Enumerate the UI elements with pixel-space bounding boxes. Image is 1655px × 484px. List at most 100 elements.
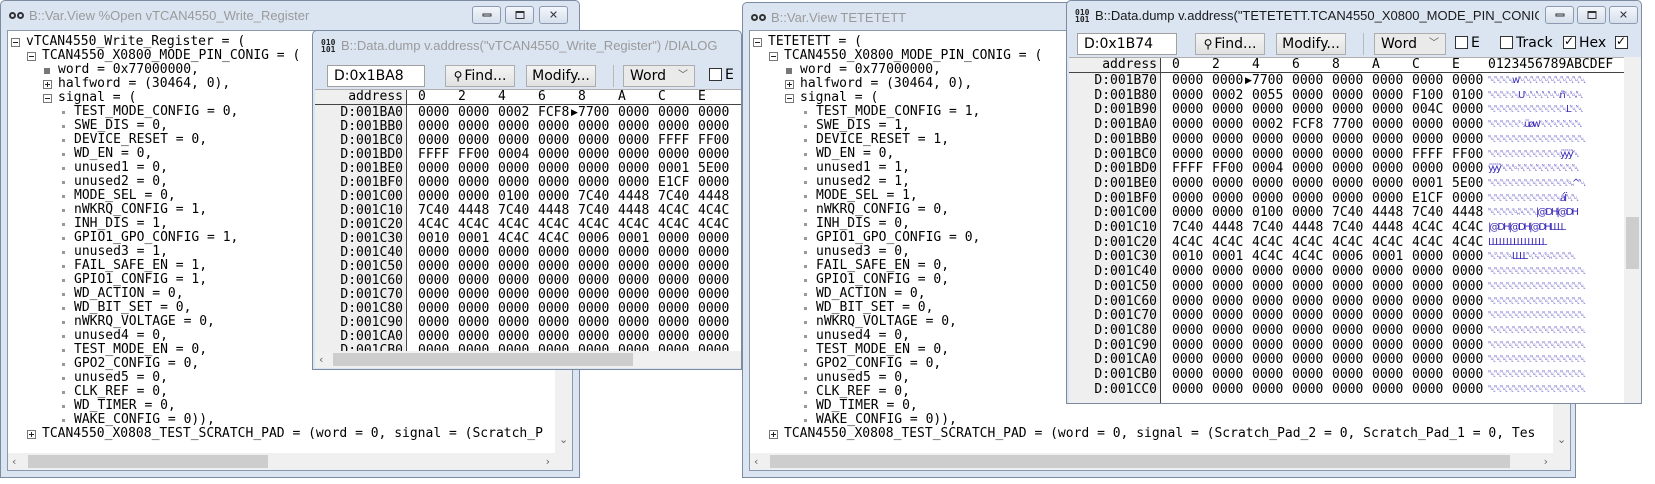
address-input[interactable]: D:0x1BA8 [327,65,425,87]
hex-word[interactable]: 0000 [458,161,490,176]
tree-line[interactable]: MODE_SEL = 1, [750,189,1553,203]
hex-word[interactable]: 4C4C [418,217,450,232]
hex-word[interactable]: 4C4C [498,217,530,232]
tree-line[interactable]: WAKE_CONFIG = 0)), [8,413,555,427]
hex-word[interactable]: 0004 [1252,161,1284,177]
dump-row[interactable]: D:001BF0 0000 0000 0000 0000 0000 0000 E1CF 0000 [315,176,741,190]
expand-icon[interactable] [43,80,52,89]
hex-word[interactable]: 0000 [1372,367,1404,382]
checkbox-box[interactable] [1563,34,1576,49]
hex-word[interactable]: 0004 [498,147,530,162]
hex-word[interactable]: 0000 [458,273,490,288]
hex-word[interactable]: FFFF [1412,146,1444,162]
dump-row[interactable]: D:001BD0 FFFF FF00 0004 0000 0000 0000 0000 0000 [315,148,741,162]
hex-word[interactable]: 0000 [1212,367,1244,382]
hex-word[interactable]: 0000 [1332,322,1364,338]
hex-word[interactable]: 0000 [538,147,570,162]
hex-word[interactable]: 4C4C [1252,234,1284,250]
hex-word[interactable]: 0000 [538,343,570,352]
tree-line[interactable]: TCAN4550_X0808_TEST_SCRATCH_PAD = (word … [750,427,1553,441]
ascii-cell[interactable]: ␀␀␀␀␀␀␀␀␀␀␀␀␀␁^␀ [1488,177,1586,189]
hex-word[interactable]: 0000 [578,273,610,288]
hex-word[interactable]: 0000 [1372,337,1404,353]
hex-word[interactable]: 0000 [1332,278,1364,294]
tree-line[interactable]: nWKRQ_CONFIG = 0, [750,203,1553,217]
hex-word[interactable]: 0000 [538,175,570,190]
hex-word[interactable]: 0000 [498,245,530,260]
hex-word[interactable]: 4C4C [538,217,570,232]
tree-line[interactable]: SWE_DIS = 0, [8,119,555,133]
hex-word[interactable]: F100 [1412,87,1444,103]
hex-word[interactable]: 0010 [1172,249,1204,265]
modify-button[interactable]: Modify... [526,65,596,87]
hex-word[interactable]: 0000 [1292,131,1324,147]
ascii-cell[interactable]: ␀␀␀␀␀␀␀␀␀␀␀␀␀␀␀␀ [1488,280,1586,292]
dump-row[interactable]: D:001B80 0000 0002 0055 0000 0000 0000 F100 0100… [1069,87,1625,103]
hex-word[interactable]: 0000 [1332,381,1364,397]
scroll-right-icon[interactable]: › [1543,455,1548,468]
hex-word[interactable]: 0000 [498,133,530,148]
hex-word[interactable]: 0000 [618,175,650,190]
checkbox-box[interactable] [1455,36,1468,49]
ascii-cell[interactable]: ␀␀␀␂␀U␀␀␀␀␀␀ñ␀␁␀ [1488,89,1583,101]
hex-word[interactable]: 4C4C [1252,249,1284,265]
dump-row[interactable]: D:001C10 7C40 4448 7C40 4448 7C40 4448 4C4C 4C4C… [1069,221,1625,235]
hex-word[interactable]: FF00 [698,133,730,148]
hex-word[interactable]: 0000 [418,161,450,176]
hex-word[interactable]: 0000 [1172,190,1204,206]
scroll-right-icon[interactable]: › [545,455,550,468]
hex-word[interactable]: 0001 [1212,249,1244,265]
scroll-left-icon[interactable]: ‹ [12,455,17,468]
checkbox-box[interactable] [709,68,722,81]
hex-word[interactable]: 0000 [1292,264,1324,280]
scroll-down-icon[interactable]: ⌄ [559,433,569,446]
tree-line[interactable]: unused1 = 1, [750,161,1553,175]
close-button[interactable]: ✕ [1609,6,1638,24]
tree-line[interactable]: nWKRQ_VOLTAGE = 0, [750,315,1553,329]
tree-line[interactable]: TETETETT = ( [750,35,1553,49]
hex-word[interactable]: 7C40 [1172,220,1204,235]
scroll-thumb[interactable] [28,455,268,468]
checkbox-e[interactable]: E [1455,36,1480,52]
hex-word[interactable]: 0100 [1252,205,1284,221]
tree-line[interactable]: nWKRQ_VOLTAGE = 0, [8,315,555,329]
dump-row[interactable]: D:001CA0 0000 0000 0000 0000 0000 0000 0000 0000 [315,330,741,344]
hex-word[interactable]: 0000 [618,343,650,352]
tree-line[interactable]: TCAN4550_X0808_TEST_SCRATCH_PAD = (word … [8,427,555,441]
hex-word[interactable]: 0000 [1412,117,1444,133]
dump-row[interactable]: D:001B90 0000 0000 0000 0000 0000 0000 004C 0000… [1069,103,1625,117]
tree-line[interactable]: WD_ACTION = 0, [8,287,555,301]
hex-word[interactable]: 0000 [1212,381,1244,397]
hex-word[interactable]: 0000 [1412,322,1444,338]
hex-word[interactable]: 4C4C [1412,220,1444,235]
hex-word[interactable]: 0000 [1292,322,1324,338]
tree-line[interactable]: WD_EN = 0, [750,147,1553,161]
hex-word[interactable]: 7C40 [1252,220,1284,235]
hex-word[interactable]: 0000 [498,175,530,190]
hex-word[interactable]: 0000 [1252,322,1284,338]
hex-word[interactable]: 0000 [1252,352,1284,368]
dump-row[interactable]: D:001C50 0000 0000 0000 0000 0000 0000 0000 0000… [1069,278,1625,294]
tree-line[interactable]: CLK_REF = 0, [750,385,1553,399]
tree-line[interactable]: TEST_MODE_EN = 0, [8,343,555,357]
hex-word[interactable]: 0000 [1372,131,1404,147]
horizontal-scrollbar[interactable]: ‹ [315,351,741,368]
hex-word[interactable]: 0000 [1332,102,1364,118]
dump-row[interactable]: D:001BC0 0000 0000 0000 0000 0000 0000 FFFF FF00 [315,134,741,148]
hex-word[interactable]: 0000 [618,119,650,134]
dump-row[interactable]: D:001C60 0000 0000 0000 0000 0000 0000 0000 0000… [1069,294,1625,309]
tree-line[interactable]: DEVICE_RESET = 0, [8,133,555,147]
tree-line[interactable]: MODE_SEL = 0, [8,189,555,203]
tree-line[interactable]: nWKRQ_CONFIG = 1, [8,203,555,217]
dump-row[interactable]: D:001C40 0000 0000 0000 0000 0000 0000 0000 0000… [1069,265,1625,279]
dump-row[interactable]: D:001BE0 0000 0000 0000 0000 0000 0000 0001 5E00 [315,162,741,176]
dump-row[interactable]: D:001C80 0000 0000 0000 0000 0000 0000 0000 0000… [1069,322,1625,338]
ascii-cell[interactable]: ␀␐␀␁LLLL␀␆␀␁␀␀␀␀ [1488,251,1576,263]
hex-word[interactable]: 0000 [658,343,690,352]
hex-word[interactable]: 0000 [458,105,490,120]
hex-word[interactable]: 0000 [1292,367,1324,382]
hex-word[interactable]: 0000 [1172,146,1204,162]
hex-word[interactable]: 0000 [1372,175,1404,191]
hex-word[interactable]: 0000 [1332,367,1364,382]
hex-word[interactable]: 0000 [1412,73,1444,88]
